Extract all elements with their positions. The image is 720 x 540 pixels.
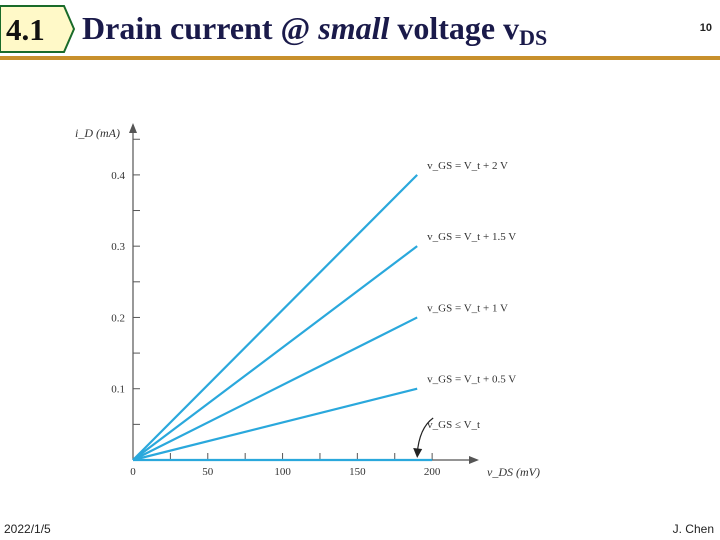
slide-number: 10 (699, 22, 712, 34)
x-tick-label: 150 (349, 466, 366, 478)
y-tick-label: 0.3 (111, 241, 125, 253)
x-tick-label: 50 (202, 466, 214, 478)
y-axis-arrow (129, 123, 137, 133)
section-tag: 4.1 (0, 4, 76, 54)
y-tick-label: 0.2 (111, 312, 125, 324)
series-label: v_GS = V_t + 0.5 V (427, 374, 516, 386)
series-label: v_GS = V_t + 1.5 V (427, 231, 516, 243)
y-axis-label: i_D (mA) (75, 126, 120, 140)
title-italic: small (318, 10, 390, 46)
title-rest: voltage v (389, 10, 520, 46)
series-line (132, 387, 418, 462)
y-tick-label: 0.1 (111, 384, 125, 396)
series-line (132, 245, 418, 461)
series-label: v_GS = V_t + 2 V (427, 160, 508, 172)
title-subscript: DS (519, 25, 548, 50)
series-line (132, 316, 418, 461)
slide-title: Drain current @ small voltage vDS (82, 12, 547, 49)
section-number: 4.1 (6, 12, 45, 47)
x-tick-label: 200 (424, 466, 441, 478)
series-label: v_GS = V_t + 1 V (427, 302, 508, 314)
x-tick-label: 0 (130, 466, 136, 478)
series-line (132, 174, 418, 461)
x-axis-arrow (469, 456, 479, 464)
series-label: v_GS ≤ V_t (427, 419, 480, 431)
footer-author: J. Chen (672, 522, 714, 536)
y-tick-label: 0.4 (111, 170, 125, 182)
title-main: Drain current @ (82, 10, 319, 46)
annotation-arrowhead (413, 448, 423, 458)
footer-date: 2022/1/5 (4, 522, 51, 536)
title-rule (0, 56, 720, 60)
section-tag-shape (0, 5, 76, 53)
x-tick-label: 100 (274, 466, 291, 478)
x-axis-label: v_DS (mV) (487, 465, 540, 479)
